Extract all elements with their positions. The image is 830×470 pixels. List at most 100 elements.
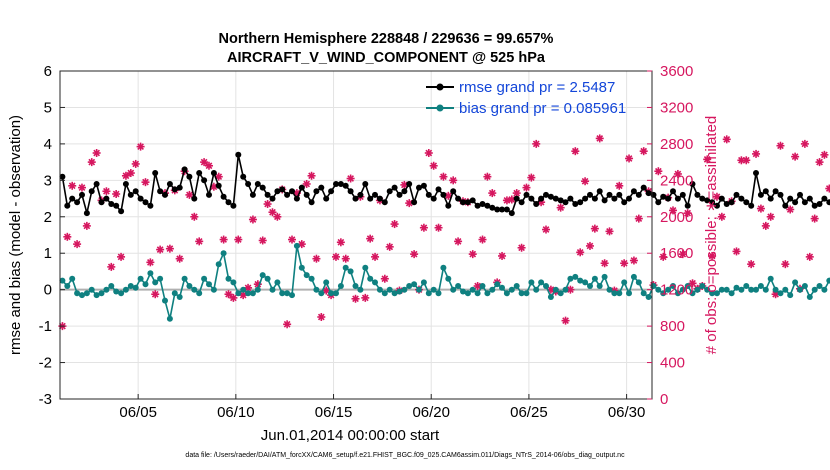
obs-count-point [195, 237, 204, 246]
bias-point [342, 264, 349, 271]
rmse-point [93, 181, 100, 187]
obs-stroke-d2 [786, 206, 794, 213]
rmse-point [303, 191, 310, 198]
obs-count-point [566, 285, 575, 294]
obs-stroke-d2 [689, 279, 696, 287]
x-tick-label: 06/25 [510, 404, 548, 421]
bias-point [626, 290, 632, 297]
rmse-point [79, 191, 85, 198]
obs-count-point [756, 204, 765, 213]
rmse-point [318, 184, 325, 191]
obs-stroke-d2 [137, 143, 144, 150]
obs-stroke-d2 [713, 193, 721, 201]
obs-stroke-d2 [615, 182, 623, 190]
obs-stroke-d2 [654, 167, 662, 175]
obs-stroke-d2 [230, 294, 237, 302]
obs-count-point [439, 172, 448, 181]
bias-point [98, 290, 105, 297]
rmse-point [587, 191, 593, 198]
bias-point [533, 286, 540, 293]
y-tick-label: 3 [44, 172, 52, 189]
bias-point [767, 275, 774, 282]
rmse-point [645, 190, 652, 197]
obs-count-point [488, 189, 497, 198]
obs-stroke-d2 [288, 236, 296, 243]
rmse-point [606, 191, 613, 198]
bias-point [606, 286, 613, 293]
obs-count-point [156, 245, 165, 254]
rmse-point [420, 182, 427, 189]
rmse-point [201, 177, 208, 184]
y-right-tick-label: 800 [660, 318, 685, 335]
obs-stroke-d2 [513, 189, 521, 197]
obs-count-point [576, 248, 585, 257]
obs-count-point [449, 176, 458, 185]
obs-stroke-d2 [132, 160, 140, 168]
rmse-line [61, 154, 830, 215]
y-tick-label: 0 [44, 282, 52, 299]
obs-count-point [825, 184, 830, 193]
obs-stroke-d2 [361, 294, 369, 302]
right-axis-ticks: 0 400 800 1200 1600 2000 2400 2800 3200 3600 [660, 63, 693, 408]
bias-point [450, 286, 457, 293]
obs-stroke-d2 [596, 135, 604, 142]
obs-count-point [615, 181, 624, 190]
obs-stroke-d2 [567, 286, 574, 294]
bias-point [225, 275, 232, 282]
obs-stroke-d2 [498, 252, 506, 260]
rmse-point [455, 195, 462, 202]
rmse-point [562, 199, 569, 206]
obs-count-point [165, 244, 174, 253]
obs-stroke-d2 [581, 177, 589, 185]
x-axis-label: Jun.01,2014 00:00:00 start [261, 427, 440, 444]
bias-point [816, 283, 823, 289]
obs-stroke-d2 [571, 147, 579, 155]
y-right-tick-label: 2000 [660, 209, 693, 226]
obs-stroke-d2 [747, 260, 755, 268]
obs-stroke-d2 [68, 182, 76, 190]
obs-stroke-d2 [249, 216, 257, 223]
obs-count-point [175, 254, 184, 263]
obs-count-point [517, 243, 526, 252]
rmse-point [772, 188, 779, 195]
obs-stroke-d2 [752, 150, 760, 158]
bias-point [679, 286, 686, 293]
obs-stroke-d2 [435, 224, 442, 232]
obs-count-point [102, 187, 111, 196]
obs-count-point [307, 171, 316, 180]
obs-stroke-d2 [469, 250, 477, 258]
rmse-point [743, 199, 750, 206]
obs-count-point [585, 241, 594, 250]
rmse-point [230, 202, 237, 209]
rmse-point [660, 193, 667, 200]
obs-stroke-d2 [635, 215, 643, 222]
bias-point [772, 286, 779, 293]
rmse-point [450, 188, 457, 195]
bias-point [303, 272, 310, 279]
obs-count-point [410, 250, 419, 259]
obs-count-point [312, 254, 321, 263]
obs-count-point [473, 282, 482, 291]
obs-count-point [654, 167, 663, 176]
rmse-point [333, 181, 339, 187]
rmse-point [352, 195, 359, 202]
obs-count-point [273, 212, 282, 221]
bias-point [787, 292, 794, 299]
bias-point [611, 290, 618, 297]
bias-point [699, 283, 706, 289]
obs-stroke-d2 [347, 175, 354, 182]
y-tick-label: 4 [44, 136, 52, 153]
bias-point [587, 283, 593, 289]
bias-point [245, 290, 252, 297]
bias-point [528, 279, 535, 286]
bias-point [191, 286, 198, 293]
bias-point [469, 286, 476, 293]
bias-point [704, 286, 711, 293]
obs-count-point [468, 250, 477, 259]
rmse-point [689, 181, 696, 187]
bias-point [630, 273, 637, 280]
rmse-point [401, 188, 408, 195]
rmse-point [699, 195, 706, 202]
obs-stroke-d2 [220, 236, 227, 243]
